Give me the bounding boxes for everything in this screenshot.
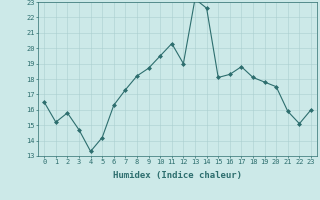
X-axis label: Humidex (Indice chaleur): Humidex (Indice chaleur)	[113, 171, 242, 180]
